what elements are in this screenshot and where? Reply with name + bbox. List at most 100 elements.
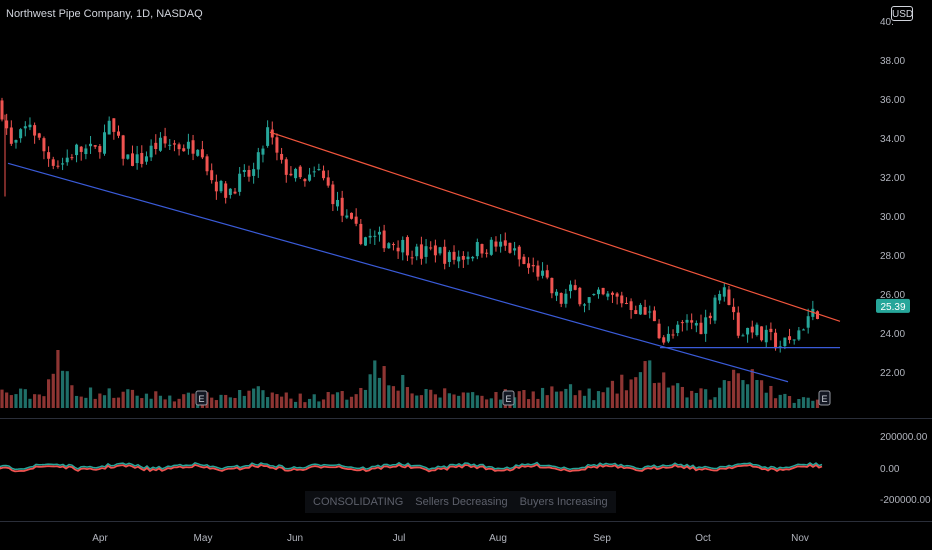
candle-body (550, 277, 554, 294)
volume-bar (596, 391, 601, 408)
volume-bar (93, 398, 97, 408)
volume-bar (769, 385, 773, 408)
candle-body (322, 170, 326, 179)
volume-bar (545, 395, 549, 408)
candle-body (802, 329, 806, 331)
candle-body (489, 239, 493, 255)
candle-body (415, 246, 419, 257)
candle-body (736, 312, 740, 336)
volume-bar (713, 397, 717, 408)
oscillator-buyers-line (0, 461, 823, 471)
volume-bar (792, 402, 796, 408)
volume-bar (47, 379, 51, 408)
candle-body (294, 168, 298, 179)
volume-bar (564, 388, 568, 408)
volume-bar (60, 370, 65, 408)
candle-body (816, 311, 819, 319)
volume-bar (210, 397, 214, 408)
last-price-tag (876, 298, 910, 313)
oscillator-tick-label: 0.00 (880, 464, 900, 475)
candle-body (33, 125, 37, 136)
volume-bar (56, 350, 60, 408)
candle-body (228, 188, 232, 195)
volume-bar (135, 395, 139, 408)
volume-bar (517, 391, 521, 408)
candle-body (37, 133, 41, 138)
candle-body (280, 153, 284, 160)
candle-body (51, 159, 55, 166)
candle-body (149, 145, 153, 158)
volume-bar (582, 395, 587, 408)
candle-body (461, 255, 465, 260)
volume-bar (186, 392, 190, 408)
volume-bar (172, 401, 177, 408)
volume-bar (531, 391, 535, 408)
volume-bar (377, 377, 382, 408)
candle-body (177, 144, 181, 150)
volume-bar (634, 377, 638, 408)
volume-bar (746, 384, 750, 408)
price-tick-label: 36.00 (880, 95, 905, 106)
volume-bar (447, 393, 451, 408)
volume-bar (307, 398, 312, 408)
volume-bar (191, 393, 195, 408)
candle-body (261, 148, 265, 155)
volume-bar (270, 392, 274, 408)
candle-body (350, 212, 353, 219)
volume-bar (317, 401, 321, 408)
volume-bar (433, 394, 437, 408)
candle-body (275, 137, 279, 153)
volume-bar (396, 390, 400, 408)
panel-separator[interactable] (0, 418, 932, 419)
volume-bar (98, 393, 102, 408)
volume-bar (74, 395, 79, 408)
volume-bar (415, 395, 419, 408)
candle-body (666, 333, 670, 342)
candle-body (340, 197, 344, 216)
candle-body (429, 247, 433, 249)
candle-body (186, 141, 190, 149)
candle-body (760, 326, 764, 341)
volume-bar (163, 399, 167, 408)
candle-body (317, 169, 321, 171)
candle-body (419, 244, 423, 259)
volume-bar (643, 361, 647, 408)
candle-body (172, 143, 176, 145)
trendline-support-channel (7, 162, 789, 383)
candle-body (662, 337, 666, 343)
volume-bar (144, 393, 149, 408)
volume-bar (37, 394, 41, 408)
volume-bar (685, 397, 689, 408)
price-tick-label: 28.00 (880, 251, 905, 262)
time-tick-label: Jul (393, 533, 406, 544)
time-tick-label: Jun (287, 533, 303, 544)
candle-body (373, 235, 377, 237)
volume-bar (149, 398, 153, 408)
candle-body (117, 131, 120, 136)
candle-body (359, 223, 363, 244)
candle-body (354, 216, 358, 224)
time-tick-label: Aug (489, 533, 507, 544)
volume-bar (578, 390, 582, 408)
currency-badge[interactable]: USD (891, 6, 913, 21)
volume-bar (550, 386, 554, 408)
candle-body (387, 243, 391, 249)
volume-bar (452, 394, 456, 408)
volume-bar (359, 387, 363, 408)
candle-body (396, 247, 400, 252)
candle-body (61, 163, 65, 165)
candle-body (93, 145, 97, 147)
volume-bar (280, 396, 284, 408)
candle-body (98, 146, 102, 153)
volume-bar (573, 395, 577, 408)
candle-body (555, 291, 559, 296)
candle-body (587, 297, 591, 303)
volume-bar (680, 386, 684, 408)
volume-bar (28, 398, 32, 408)
candle-body (363, 237, 367, 246)
volume-bar (284, 392, 288, 408)
volume-bar (261, 390, 265, 408)
volume-bar (51, 373, 55, 408)
volume-bar (116, 397, 121, 408)
